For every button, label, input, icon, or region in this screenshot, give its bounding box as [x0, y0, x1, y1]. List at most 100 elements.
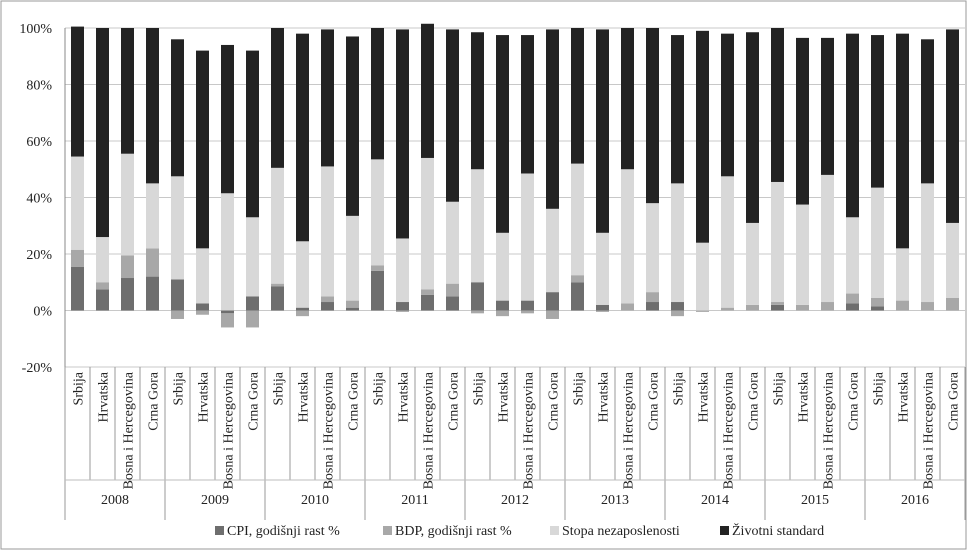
country-tick-label: Hrvatska — [97, 371, 112, 422]
bar-segment-series-3 — [196, 50, 209, 249]
bar-segment-series-0 — [521, 300, 534, 311]
bar-segment-series-3 — [296, 33, 309, 242]
year-label: 2015 — [801, 493, 829, 508]
bar-segment-series-3 — [121, 28, 134, 154]
bar-segment-series-0 — [846, 303, 859, 311]
bar-segment-series-1 — [96, 282, 109, 290]
bar-segment-series-3 — [821, 37, 834, 175]
bar-segment-series-0 — [246, 296, 259, 311]
country-tick-label: Crna Gora — [247, 371, 262, 430]
country-tick-label: Crna Gora — [647, 371, 662, 430]
y-tick-label: -20% — [22, 361, 53, 376]
bar-segment-series-2 — [521, 173, 534, 301]
bar-segment-series-0 — [146, 276, 159, 311]
bar-segment-series-1 — [196, 310, 209, 315]
legend-swatch — [383, 526, 392, 535]
country-tick-label: Crna Gora — [847, 371, 862, 430]
bar-segment-series-1 — [846, 293, 859, 304]
bar-segment-series-2 — [896, 248, 909, 301]
bar-segment-series-2 — [246, 217, 259, 297]
bar-segment-series-2 — [496, 232, 509, 301]
bar-segment-series-1 — [771, 302, 784, 305]
bar-segment-series-1 — [271, 283, 284, 287]
bar-segment-series-3 — [571, 28, 584, 164]
bar-segment-series-2 — [696, 242, 709, 311]
bar-segment-series-2 — [721, 176, 734, 308]
bar-segment-series-3 — [621, 28, 634, 170]
bar-segment-series-3 — [721, 33, 734, 177]
country-tick-label: Hrvatska — [497, 371, 512, 422]
country-tick-label: Bosna i Hercegovina — [422, 371, 437, 489]
bar-segment-series-0 — [346, 307, 359, 311]
bar-segment-series-3 — [646, 28, 659, 204]
year-label: 2011 — [401, 493, 428, 508]
country-tick-label: Hrvatska — [797, 371, 812, 422]
bar-segment-series-0 — [371, 270, 384, 311]
bar-segment-series-3 — [471, 32, 484, 170]
bar-segment-series-3 — [396, 29, 409, 239]
country-tick-label: Bosna i Hercegovina — [622, 371, 637, 489]
bar-segment-series-2 — [96, 237, 109, 283]
bar-segment-series-3 — [796, 37, 809, 205]
bar-segment-series-2 — [421, 157, 434, 290]
bar-segment-series-1 — [921, 302, 934, 311]
bar-segment-series-0 — [296, 307, 309, 311]
bar-segment-series-2 — [571, 163, 584, 276]
bar-segment-series-3 — [871, 35, 884, 188]
bar-segment-series-1 — [646, 292, 659, 303]
bar-segment-series-0 — [96, 289, 109, 311]
bar-segment-series-1 — [896, 300, 909, 311]
bar-segment-series-2 — [646, 203, 659, 293]
country-tick-label: Bosna i Hercegovina — [522, 371, 537, 489]
bar-segment-series-2 — [796, 204, 809, 305]
year-label: 2008 — [101, 493, 129, 508]
bar-segment-series-2 — [946, 222, 959, 298]
bar-segment-series-3 — [896, 33, 909, 249]
bar-segment-series-1 — [421, 289, 434, 295]
legend-label: Životni standard — [732, 522, 824, 539]
y-tick-label: 60% — [26, 135, 52, 150]
bar-segment-series-2 — [146, 183, 159, 249]
bar-segment-series-1 — [446, 283, 459, 297]
bar-segment-series-2 — [746, 222, 759, 305]
bar-segment-series-3 — [346, 36, 359, 216]
bar-segment-series-2 — [871, 187, 884, 298]
bar-segment-series-0 — [71, 266, 84, 311]
bar-segment-series-1 — [946, 297, 959, 311]
bar-segment-series-2 — [121, 153, 134, 256]
country-tick-label: Bosna i Hercegovina — [922, 371, 937, 489]
bar-segment-series-2 — [271, 167, 284, 284]
year-label: 2016 — [901, 493, 929, 508]
country-tick-label: Crna Gora — [747, 371, 762, 430]
bar-segment-series-1 — [721, 307, 734, 311]
year-label: 2010 — [301, 493, 329, 508]
country-tick-label: Crna Gora — [547, 371, 562, 430]
bar-segment-series-1 — [396, 310, 409, 312]
bar-segment-series-2 — [196, 248, 209, 304]
y-tick-label: 100% — [19, 22, 52, 37]
bar-segment-series-2 — [171, 176, 184, 280]
y-tick-label: 40% — [26, 192, 52, 207]
bar-segment-series-1 — [821, 302, 834, 311]
bar-segment-series-0 — [546, 292, 559, 311]
bar-segment-series-0 — [421, 294, 434, 311]
bar-segment-series-0 — [871, 306, 884, 311]
country-tick-label: Hrvatska — [297, 371, 312, 422]
y-tick-label: 20% — [26, 248, 52, 263]
legend-label: Stopa nezaposlenosti — [562, 524, 680, 539]
country-tick-label: Hrvatska — [397, 371, 412, 422]
country-tick-label: Srbija — [872, 371, 887, 405]
bar-segment-series-1 — [246, 310, 259, 328]
y-tick-label: 80% — [26, 79, 52, 94]
bar-segment-series-0 — [446, 296, 459, 311]
axes: -20% 0% 20% 40% 60% 80% 100% Srbija Hrvatska Bosn… — [19, 22, 966, 520]
bar-segment-series-1 — [171, 310, 184, 319]
bar-segment-series-3 — [96, 28, 109, 238]
bar-segment-series-0 — [646, 302, 659, 311]
bar-segment-series-3 — [421, 23, 434, 158]
legend-swatch — [550, 526, 559, 535]
country-tick-label: Crna Gora — [947, 371, 962, 430]
bar-segment-series-0 — [321, 302, 334, 311]
bar-segment-series-1 — [621, 303, 634, 311]
bar-segment-series-3 — [771, 28, 784, 182]
